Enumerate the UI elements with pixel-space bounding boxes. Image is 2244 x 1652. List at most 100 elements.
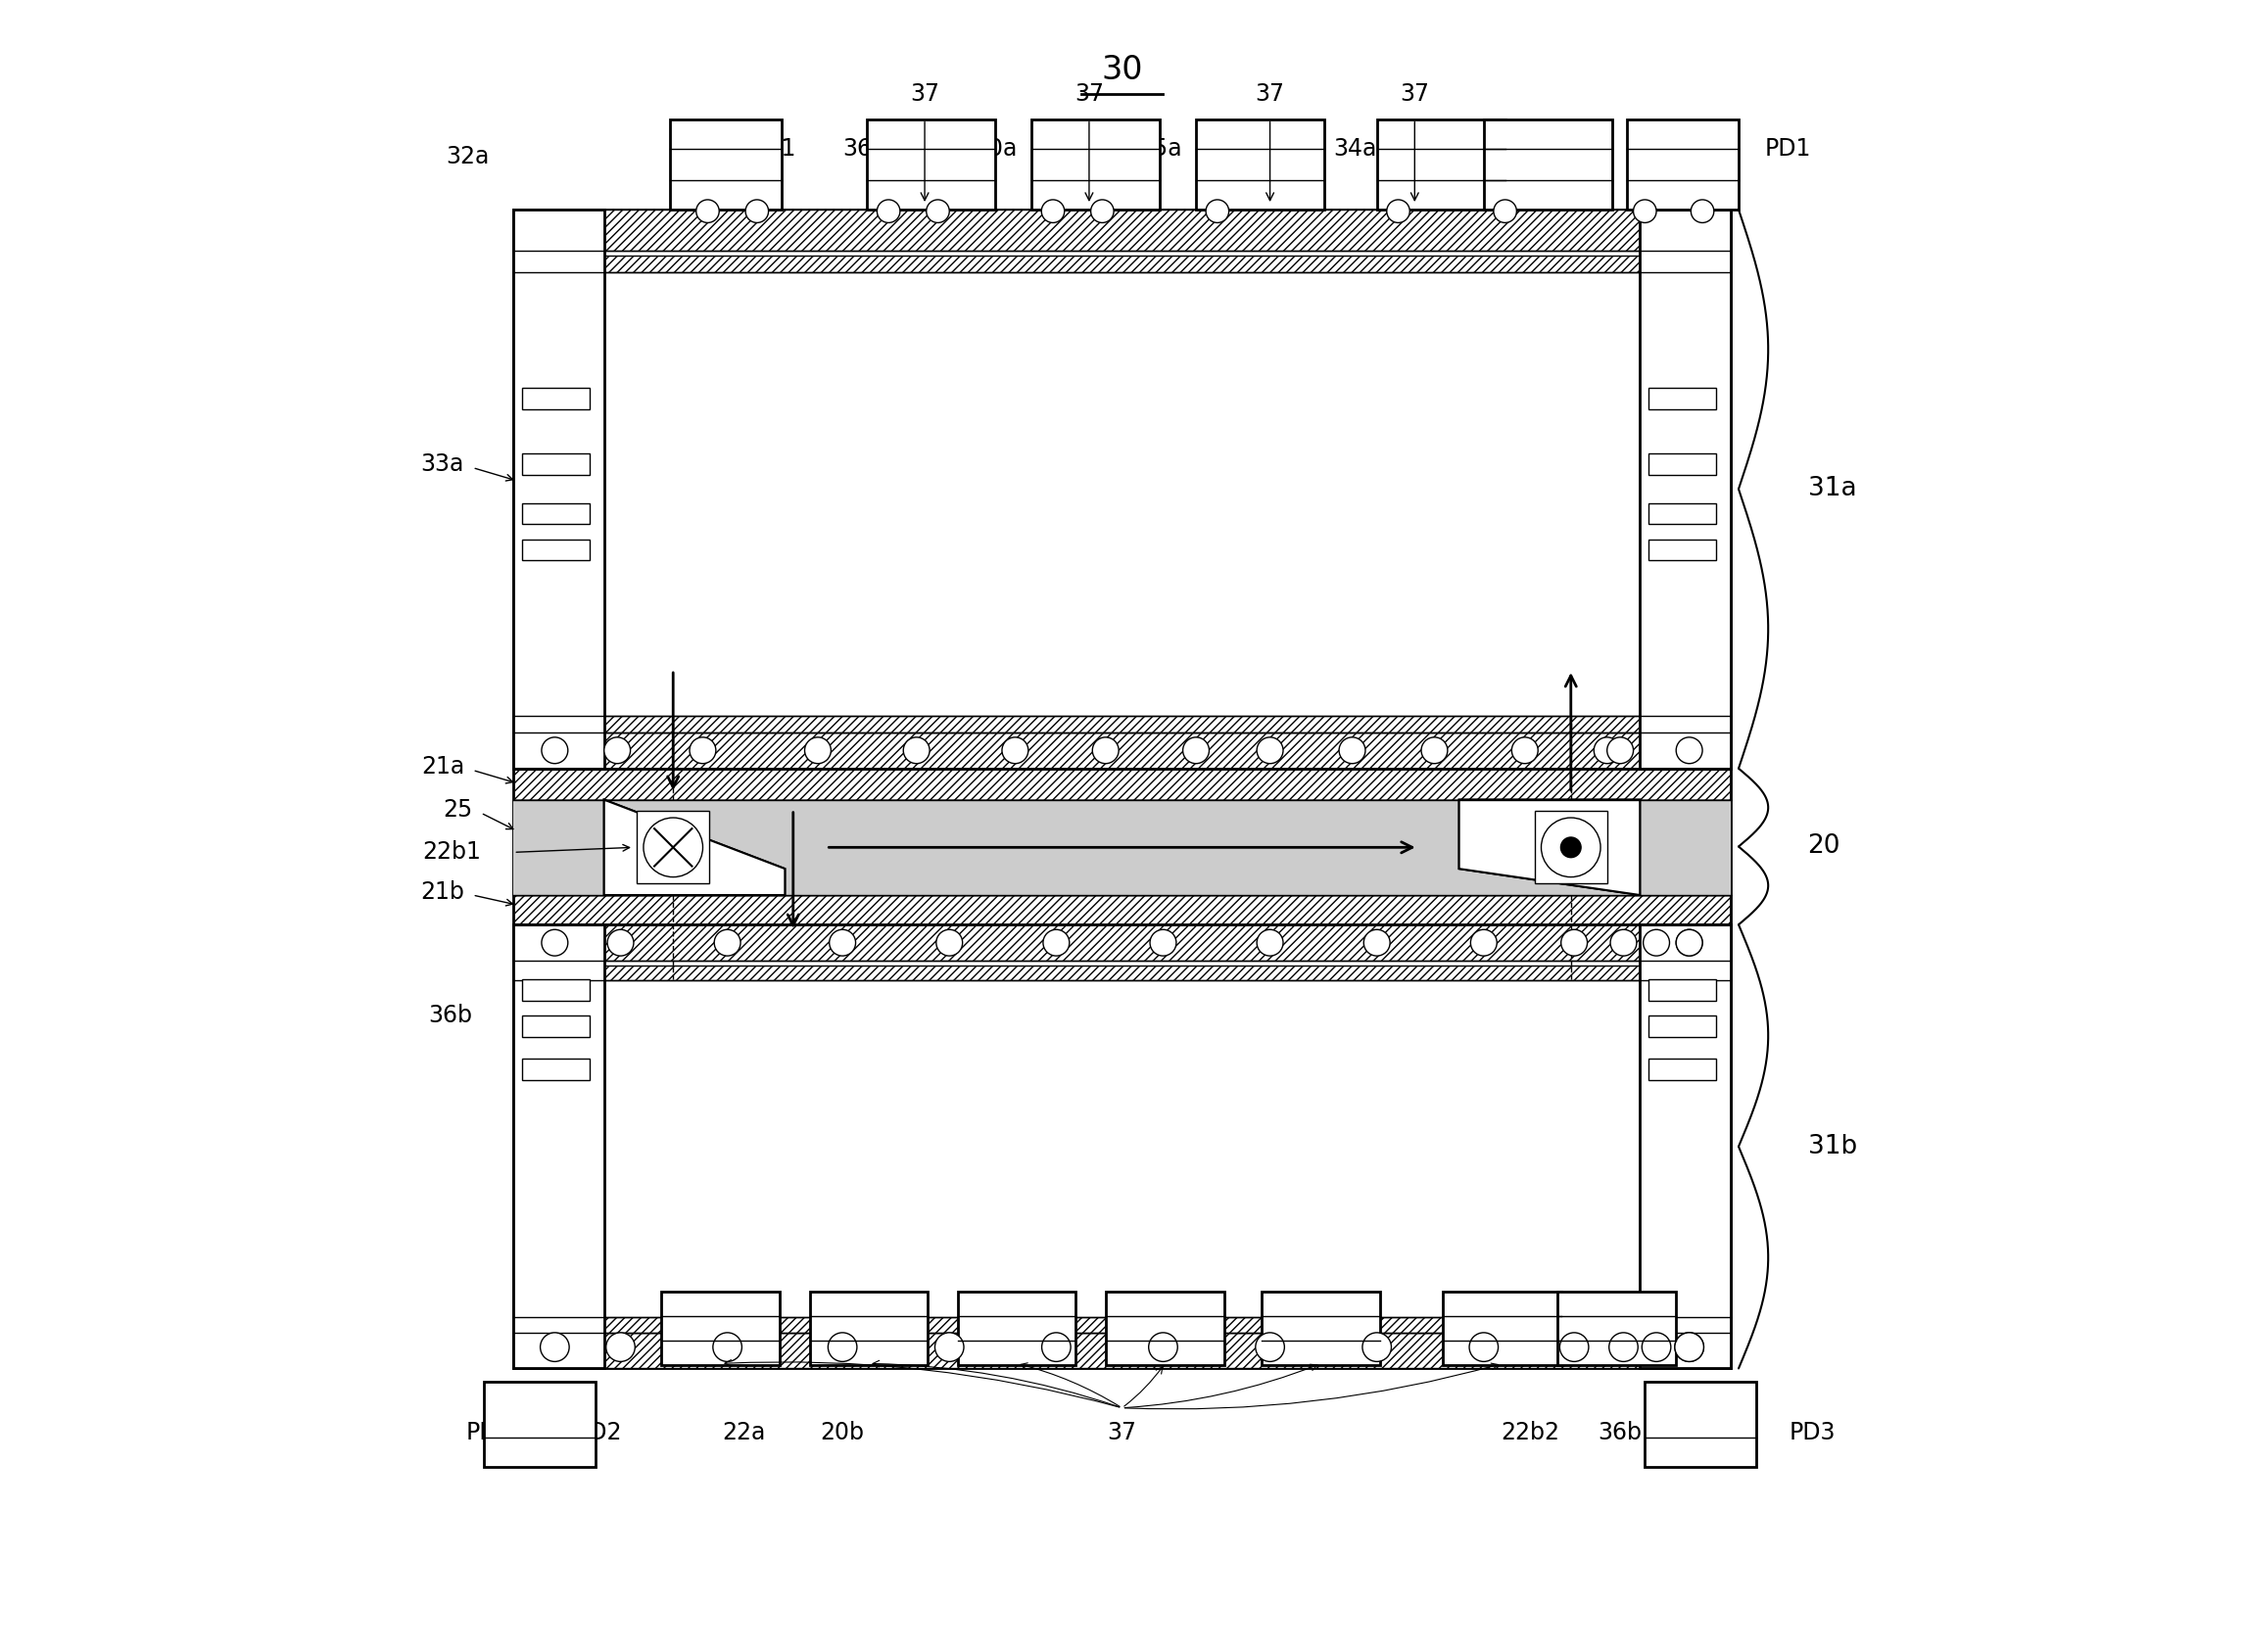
Circle shape [1041,200,1064,223]
Bar [866,119,996,210]
Circle shape [1607,737,1634,763]
Circle shape [714,1333,743,1361]
Text: 20: 20 [1809,834,1840,859]
Bar [523,388,590,410]
Bar [514,925,1730,1368]
Circle shape [606,1333,635,1361]
Circle shape [1562,838,1582,857]
Bar [662,1292,781,1365]
Bar [810,1292,929,1365]
Circle shape [1634,200,1656,223]
Bar [514,895,1730,925]
Circle shape [1470,930,1497,957]
Bar [523,539,590,560]
Circle shape [1003,737,1028,763]
Bar [1483,119,1611,210]
Bar [523,1016,590,1037]
Bar [1261,1292,1380,1365]
Text: LD1: LD1 [752,137,797,160]
Polygon shape [604,800,785,895]
Bar [1627,119,1739,210]
Circle shape [1470,1333,1499,1361]
Bar [1647,502,1717,524]
Text: 34a: 34a [1064,137,1109,160]
Bar [523,454,590,476]
Text: 36b: 36b [1598,1421,1643,1444]
Circle shape [1674,1333,1703,1361]
Circle shape [1254,1333,1284,1361]
Circle shape [877,200,900,223]
Bar [523,1059,590,1080]
Text: 37: 37 [1075,83,1104,106]
Text: 22a: 22a [723,1421,765,1444]
Circle shape [1495,200,1517,223]
Bar [514,925,1730,961]
Circle shape [696,200,718,223]
Circle shape [1560,1333,1589,1361]
Circle shape [936,930,963,957]
Circle shape [541,737,568,763]
Bar [514,210,604,768]
Bar [514,210,1730,768]
Bar [1196,119,1324,210]
Circle shape [828,1333,857,1361]
Text: 34a: 34a [1450,137,1495,160]
Bar [514,715,1730,732]
Circle shape [1611,930,1636,957]
Bar [485,1381,597,1467]
Circle shape [1149,1333,1178,1361]
Bar [1535,811,1607,884]
Bar [1378,119,1506,210]
Circle shape [608,930,633,957]
Circle shape [689,737,716,763]
Circle shape [1643,1333,1672,1361]
Text: 36a: 36a [1634,137,1679,160]
Circle shape [830,930,855,957]
Text: 33a: 33a [422,453,465,476]
Bar [514,768,1730,925]
Text: 22b2: 22b2 [1501,1421,1560,1444]
Bar [1647,980,1717,1001]
Text: 30: 30 [1102,53,1142,86]
Bar [514,800,1730,895]
Circle shape [1340,737,1364,763]
Bar [514,1332,1730,1368]
Bar [1645,1381,1757,1467]
Bar [514,1318,1730,1332]
Bar [1647,539,1717,560]
Circle shape [1041,1333,1070,1361]
Bar [1032,119,1160,210]
Bar [958,1292,1075,1365]
Bar [1443,1292,1562,1365]
Bar [671,119,781,210]
Bar [1647,454,1717,476]
Bar [514,768,1730,800]
Bar [514,800,1730,895]
Bar [514,256,1730,273]
Circle shape [1676,930,1703,957]
Bar [1647,388,1717,410]
Text: 35a: 35a [1138,137,1183,160]
Circle shape [1420,737,1447,763]
Bar [1647,1016,1717,1037]
Text: 21b: 21b [420,881,465,904]
Bar [523,980,590,1001]
Polygon shape [1459,800,1640,895]
Circle shape [1149,930,1176,957]
Circle shape [1043,930,1070,957]
Circle shape [1674,1333,1703,1361]
Bar [637,811,709,884]
Circle shape [1091,200,1113,223]
Circle shape [927,200,949,223]
Bar [514,925,604,1368]
Text: 34a: 34a [1203,137,1245,160]
Circle shape [1643,930,1670,957]
Circle shape [1183,737,1210,763]
Circle shape [936,1333,965,1361]
Text: LD2: LD2 [577,1421,622,1444]
Text: 20b: 20b [821,1421,864,1444]
Circle shape [1512,737,1537,763]
Text: 21a: 21a [422,755,465,778]
Bar [514,732,1730,768]
Text: 36a: 36a [842,137,886,160]
